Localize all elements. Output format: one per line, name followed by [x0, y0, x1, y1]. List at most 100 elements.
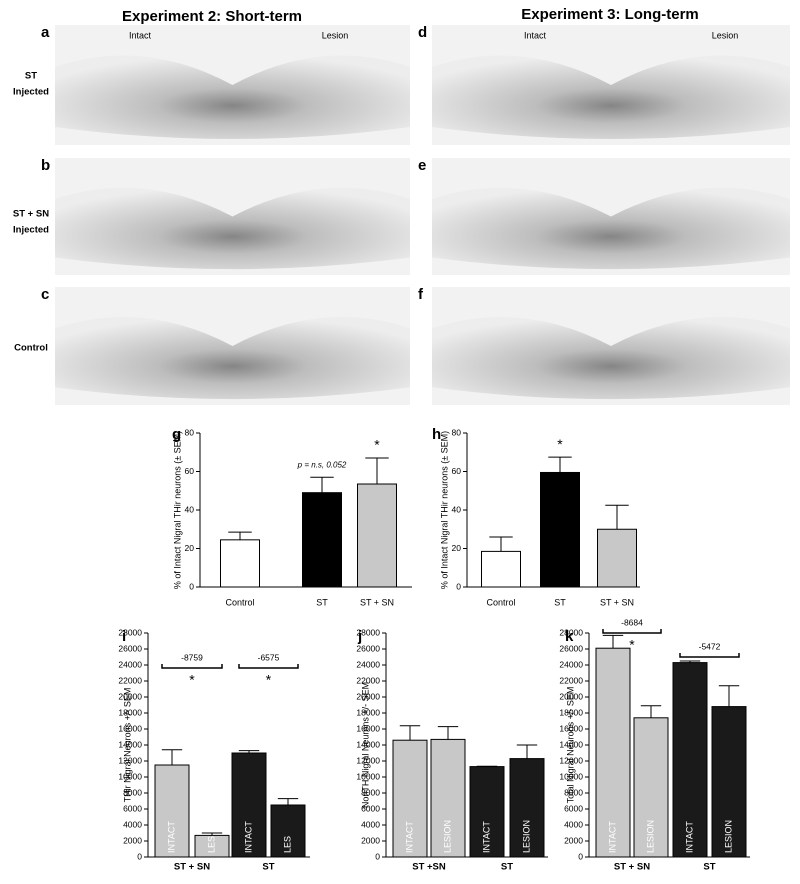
x-tick-label: ST + SN: [174, 862, 210, 873]
chart: j NonTH Nigral Neurons +/- SEM 0 2000 4000 60…: [356, 627, 548, 873]
significance-star: *: [629, 637, 635, 653]
y-tick-label: 22000: [118, 675, 142, 685]
y-tick-label: 24000: [118, 659, 142, 669]
y-axis-label: % of Intact Nigral THir neurons (± SEM): [439, 431, 449, 589]
y-tick-label: 28000: [559, 627, 583, 637]
tissue: [55, 316, 410, 400]
x-tick-label: ST +SN: [412, 862, 446, 873]
y-axis-label: % of Intact Nigral THir neurons (± SEM): [172, 431, 182, 589]
y-tick-label: 60: [452, 466, 462, 476]
y-tick-label: 14000: [118, 739, 142, 749]
y-tick-label: 8000: [123, 787, 142, 797]
y-tick-label: 18000: [356, 707, 380, 717]
tissue: [432, 55, 790, 140]
bar: [154, 764, 190, 858]
bar: [540, 471, 580, 588]
bar-label: INTACT: [607, 821, 617, 853]
annotation: *: [557, 436, 563, 452]
bar: [220, 539, 260, 588]
bar: [357, 483, 397, 588]
y-tick-label: 4000: [564, 819, 583, 829]
x-tick-label: ST: [262, 862, 274, 873]
y-tick-label: 28000: [356, 627, 380, 637]
y-tick-label: 20: [185, 543, 195, 553]
y-axis-label: Total Nigral Neurons +/- SEM: [565, 687, 575, 804]
bracket: [679, 653, 740, 658]
bar-label: INTACT: [481, 821, 491, 853]
y-tick-label: 14000: [356, 739, 380, 749]
bar: [469, 766, 505, 858]
bar: [270, 804, 306, 858]
bar: [392, 739, 428, 858]
y-tick-label: 14000: [559, 739, 583, 749]
bar-label: INTACT: [404, 821, 414, 853]
bar: [481, 550, 521, 588]
panel-label: f: [418, 286, 424, 303]
tissue: [55, 55, 410, 140]
y-axis-label: THir Nigral Neurons +/- SEM: [122, 688, 132, 803]
row-label: ST: [25, 71, 37, 82]
y-tick-label: 20000: [356, 691, 380, 701]
panel-label: d: [418, 24, 427, 41]
y-tick-label: 6000: [564, 803, 583, 813]
bracket: [602, 629, 662, 634]
chart: g% of Intact Nigral THir neurons (± SEM)…: [172, 426, 412, 607]
bar-label: INTACT: [684, 821, 694, 853]
y-tick-label: 8000: [564, 787, 583, 797]
significance-star: *: [266, 672, 272, 688]
panel-label: h: [432, 426, 441, 443]
bar: [595, 647, 631, 858]
column-label: Lesion: [322, 30, 349, 40]
header: Experiment 2: Short-term: [122, 8, 302, 25]
x-tick-label: ST: [554, 597, 566, 607]
y-axis-label: NonTH Nigral Neurons +/- SEM: [360, 682, 370, 808]
x-tick-label: ST: [501, 862, 513, 873]
y-tick-label: 60: [185, 466, 195, 476]
y-tick-label: 6000: [123, 803, 142, 813]
y-tick-label: 22000: [559, 675, 583, 685]
bracket-label: -6575: [258, 652, 280, 662]
y-tick-label: 20000: [118, 691, 142, 701]
y-tick-label: 16000: [356, 723, 380, 733]
column-label: Intact: [524, 30, 547, 40]
y-tick-label: 80: [185, 427, 195, 437]
bar-label: LESION: [645, 820, 655, 853]
bar: [597, 528, 637, 588]
bar-label: LESION: [521, 820, 531, 853]
bar: [672, 662, 708, 858]
y-tick-label: 26000: [559, 643, 583, 653]
column-label: Intact: [129, 30, 152, 40]
bar-label: LESION: [442, 820, 452, 853]
y-tick-label: 6000: [361, 803, 380, 813]
x-tick-label: Control: [225, 597, 254, 607]
y-tick-label: 18000: [559, 707, 583, 717]
y-tick-label: 0: [189, 581, 194, 591]
y-tick-label: 40: [185, 504, 195, 514]
y-tick-label: 22000: [356, 675, 380, 685]
y-tick-label: 28000: [118, 627, 142, 637]
y-tick-label: 24000: [356, 659, 380, 669]
y-tick-label: 10000: [559, 771, 583, 781]
y-tick-label: 20000: [559, 691, 583, 701]
panel-label: e: [418, 157, 426, 174]
bar: [509, 758, 545, 858]
panel-label: b: [41, 157, 50, 174]
x-tick-label: ST + SN: [600, 597, 634, 607]
y-tick-label: 8000: [361, 787, 380, 797]
y-tick-label: 18000: [118, 707, 142, 717]
micrographs: [55, 25, 790, 405]
bar: [194, 834, 230, 858]
x-tick-label: Control: [486, 597, 515, 607]
bracket: [238, 664, 299, 669]
y-tick-label: 80: [452, 427, 462, 437]
panel-label: j: [357, 628, 362, 645]
chart: i THir Nigral Neurons +/- SEM 0 2000 4000 600…: [118, 627, 310, 873]
y-tick-label: 2000: [123, 835, 142, 845]
y-tick-label: 24000: [559, 659, 583, 669]
y-tick-label: 0: [137, 851, 142, 861]
bar: [302, 492, 342, 588]
significance-star: *: [189, 672, 195, 688]
column-label: Lesion: [712, 30, 739, 40]
y-tick-label: 16000: [559, 723, 583, 733]
bar-label: LESION: [723, 820, 733, 853]
